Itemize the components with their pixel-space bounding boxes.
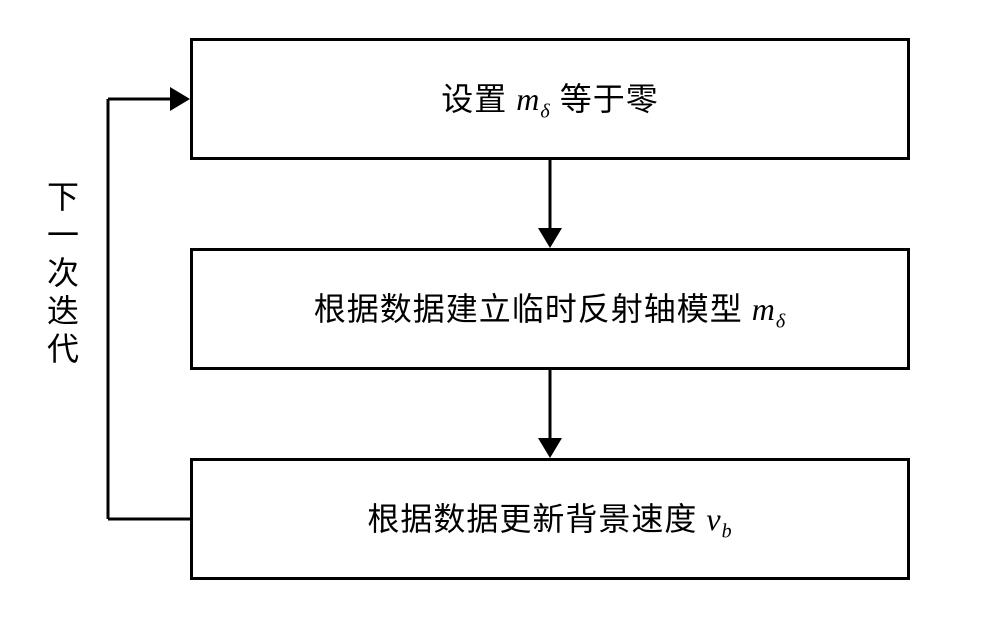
flowchart-canvas: 设置 mδ 等于零 根据数据建立临时反射轴模型 mδ 根据数据更新背景速度 vb… bbox=[0, 0, 1000, 623]
feedback-label: 下一次迭代 bbox=[38, 180, 84, 370]
step-2-text: 根据数据建立临时反射轴模型 mδ bbox=[314, 284, 786, 333]
step-box-3: 根据数据更新背景速度 vb bbox=[190, 458, 910, 580]
step-3-text: 根据数据更新背景速度 vb bbox=[367, 494, 732, 543]
step-1-text: 设置 mδ 等于零 bbox=[441, 74, 658, 123]
step-box-1: 设置 mδ 等于零 bbox=[190, 38, 910, 160]
step-box-2: 根据数据建立临时反射轴模型 mδ bbox=[190, 248, 910, 370]
